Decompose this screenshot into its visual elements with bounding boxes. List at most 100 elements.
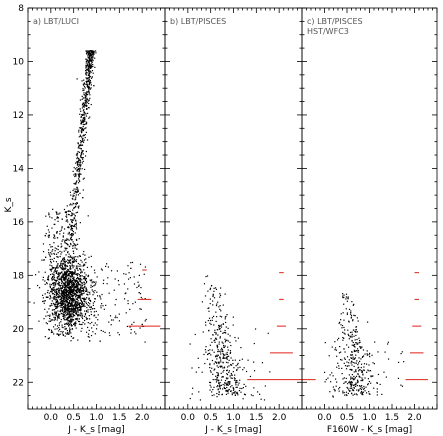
data-point (218, 362, 220, 364)
data-point (65, 293, 68, 295)
data-point (79, 288, 81, 290)
data-point (58, 272, 60, 274)
data-point (83, 177, 85, 179)
data-point (137, 281, 139, 283)
data-point (51, 331, 53, 333)
data-point (114, 278, 116, 280)
data-point (52, 302, 54, 304)
data-point (80, 155, 82, 157)
data-point (128, 272, 130, 274)
data-point (93, 308, 96, 310)
data-point (79, 272, 82, 274)
data-point (69, 265, 71, 267)
data-point (242, 398, 244, 400)
data-point (58, 284, 61, 286)
data-point (49, 264, 51, 266)
data-point (83, 300, 85, 303)
data-point (376, 381, 378, 384)
data-point (67, 316, 69, 319)
data-point (65, 332, 67, 334)
data-point (42, 297, 44, 299)
data-point (74, 302, 76, 305)
data-point (88, 107, 90, 109)
data-point (55, 299, 57, 301)
data-point (228, 371, 230, 374)
data-point (83, 114, 85, 116)
data-point (61, 276, 63, 278)
data-point (69, 315, 71, 317)
data-point (80, 164, 82, 166)
data-point (351, 374, 353, 376)
data-point (94, 66, 96, 68)
data-point (215, 320, 217, 323)
data-point (61, 245, 63, 247)
data-point (69, 234, 71, 236)
data-point (361, 356, 364, 358)
data-point (79, 173, 81, 175)
data-point (50, 252, 52, 254)
data-point (82, 157, 84, 159)
data-point (215, 304, 218, 307)
data-point (72, 300, 74, 302)
data-point (88, 305, 90, 307)
data-point (252, 395, 254, 397)
data-point (63, 294, 65, 296)
data-point (86, 304, 88, 306)
data-point (226, 357, 228, 359)
data-point (64, 292, 66, 294)
data-point (90, 60, 93, 62)
data-point (344, 333, 346, 335)
data-point (67, 233, 69, 235)
data-point (49, 305, 51, 307)
data-point (140, 296, 142, 299)
data-point (76, 312, 78, 314)
data-point (93, 324, 95, 326)
data-point (213, 340, 215, 342)
data-point (52, 260, 55, 262)
data-point (88, 333, 90, 335)
data-point (348, 308, 351, 310)
data-point (57, 295, 59, 298)
data-point (73, 279, 75, 281)
data-point (75, 154, 78, 156)
data-point (212, 334, 214, 336)
data-point (89, 70, 91, 72)
data-point (83, 128, 85, 131)
data-point (60, 303, 62, 305)
data-point (81, 114, 84, 116)
data-point (189, 343, 191, 345)
data-point (62, 289, 65, 291)
data-point (45, 322, 47, 324)
data-point (205, 351, 207, 353)
data-point (217, 301, 219, 303)
data-point (232, 359, 234, 361)
data-point (341, 372, 343, 375)
data-point (88, 63, 90, 65)
data-point (66, 304, 68, 306)
data-point (264, 385, 267, 387)
data-point (61, 326, 63, 328)
data-point (349, 390, 351, 392)
data-point (108, 292, 110, 294)
data-point (67, 309, 69, 312)
data-point (67, 256, 69, 258)
data-point (69, 319, 71, 322)
data-point (71, 318, 73, 320)
data-point (93, 51, 95, 53)
data-point (73, 277, 75, 279)
data-point (74, 318, 77, 320)
data-point (77, 307, 79, 309)
data-point (56, 319, 58, 321)
data-point (92, 72, 94, 74)
data-point (54, 316, 56, 319)
data-point (210, 285, 213, 287)
x-tick-label: 0.0 (317, 413, 332, 423)
data-point (219, 336, 221, 338)
data-point (78, 304, 81, 307)
data-point (76, 202, 78, 204)
data-point (51, 258, 53, 261)
data-point (227, 384, 229, 386)
x-tick-label: 0.5 (67, 413, 81, 423)
data-point (61, 310, 64, 312)
data-point (75, 284, 78, 286)
